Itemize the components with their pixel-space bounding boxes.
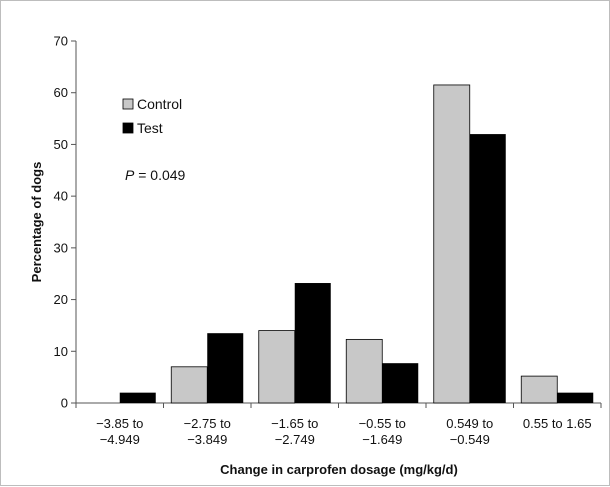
x-tick-label: −1.65 to −2.749	[271, 416, 318, 447]
bar-test	[207, 333, 244, 403]
x-tick-label: −3.85 to −4.949	[96, 416, 143, 447]
y-tick-label: 30	[54, 240, 68, 255]
bar-control	[433, 84, 471, 404]
y-tick-label: 40	[54, 189, 68, 204]
legend-label-test: Test	[137, 120, 163, 136]
x-ticks: −3.85 to −4.949−2.75 to −3.849−1.65 to −2.7…	[75, 403, 602, 447]
p-value-annotation: P = 0.049	[125, 167, 186, 183]
x-tick-label: 0.549 to −0.549	[446, 416, 493, 447]
y-tick-label: 70	[54, 34, 68, 49]
x-tick-label-line: −2.749	[275, 432, 315, 447]
x-tick-label-line: −0.549	[450, 432, 490, 447]
y-tick-label: 50	[54, 137, 68, 152]
bar-control	[258, 330, 296, 404]
x-tick-label-line: 0.55 to 1.65	[523, 416, 592, 431]
y-tick-label: 0	[61, 396, 68, 411]
x-tick-label-line: −1.649	[362, 432, 402, 447]
x-axis-title: Change in carprofen dosage (mg/kg/d)	[220, 462, 458, 477]
x-tick-label-line: 0.549 to	[446, 416, 493, 431]
x-tick-label-line: −3.849	[187, 432, 227, 447]
bar-test	[557, 392, 594, 403]
legend-label-control: Control	[137, 96, 182, 112]
bar-test	[469, 134, 506, 404]
x-tick-label-line: −3.85 to	[96, 416, 143, 431]
bar-control	[345, 338, 383, 404]
y-ticks: 0 10 20 30 40 50 60 70	[54, 34, 76, 411]
bars	[119, 84, 594, 404]
bar-test	[119, 392, 156, 403]
x-tick-label: −2.75 to −3.849	[184, 416, 231, 447]
bar-control	[170, 366, 208, 404]
bar-test	[382, 363, 419, 403]
legend-swatch-control	[122, 98, 134, 110]
legend: Control Test	[122, 96, 182, 136]
bar-control	[520, 375, 558, 404]
x-tick-label-line: −1.65 to	[271, 416, 318, 431]
p-value-symbol: P	[125, 167, 135, 183]
p-value-text: = 0.049	[134, 167, 185, 183]
y-tick-label: 60	[54, 85, 68, 100]
x-tick-label: 0.55 to 1.65	[523, 416, 592, 431]
legend-swatch-test	[122, 122, 134, 134]
y-tick-label: 20	[54, 292, 68, 307]
x-tick-label: −0.55 to −1.649	[359, 416, 406, 447]
x-tick-label-line: −4.949	[100, 432, 140, 447]
x-tick-label-line: −0.55 to	[359, 416, 406, 431]
y-axis-title: Percentage of dogs	[29, 162, 44, 283]
bar-test	[294, 283, 331, 403]
y-tick-label: 10	[54, 344, 68, 359]
x-tick-label-line: −2.75 to	[184, 416, 231, 431]
